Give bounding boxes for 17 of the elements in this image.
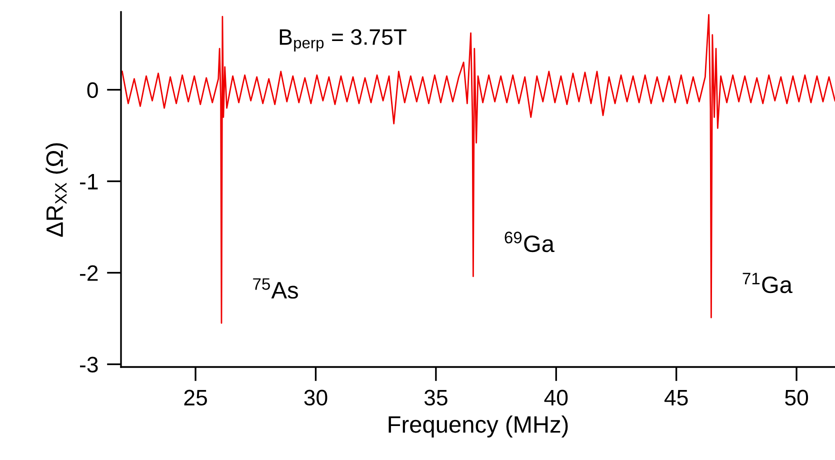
x-tick-label: 40 (544, 390, 568, 406)
x-tick-label: 50 (785, 390, 808, 406)
line-series (122, 14, 835, 324)
x-tick-label: 25 (184, 390, 207, 406)
annotation: $^{71}$Ga (742, 272, 792, 294)
x-tick-label: 30 (304, 390, 328, 406)
x-axis-title: Frequency (MHz) (388, 415, 568, 438)
y-axis-title: ΔR$_{XX}$ (Ω) (46, 143, 68, 237)
y-tick-label: -3 (80, 356, 98, 373)
annotation: B$_{perp}$ = 3.75T (280, 29, 406, 52)
y-tick-label: -2 (80, 265, 98, 281)
y-tick-label: 0 (87, 82, 98, 98)
annotation: $^{69}$Ga (504, 232, 554, 252)
x-tick-label: 45 (664, 390, 688, 406)
x-tick-label: 35 (424, 390, 448, 406)
annotation: $^{75}$As (253, 278, 298, 299)
y-tick-label: -1 (80, 174, 98, 190)
